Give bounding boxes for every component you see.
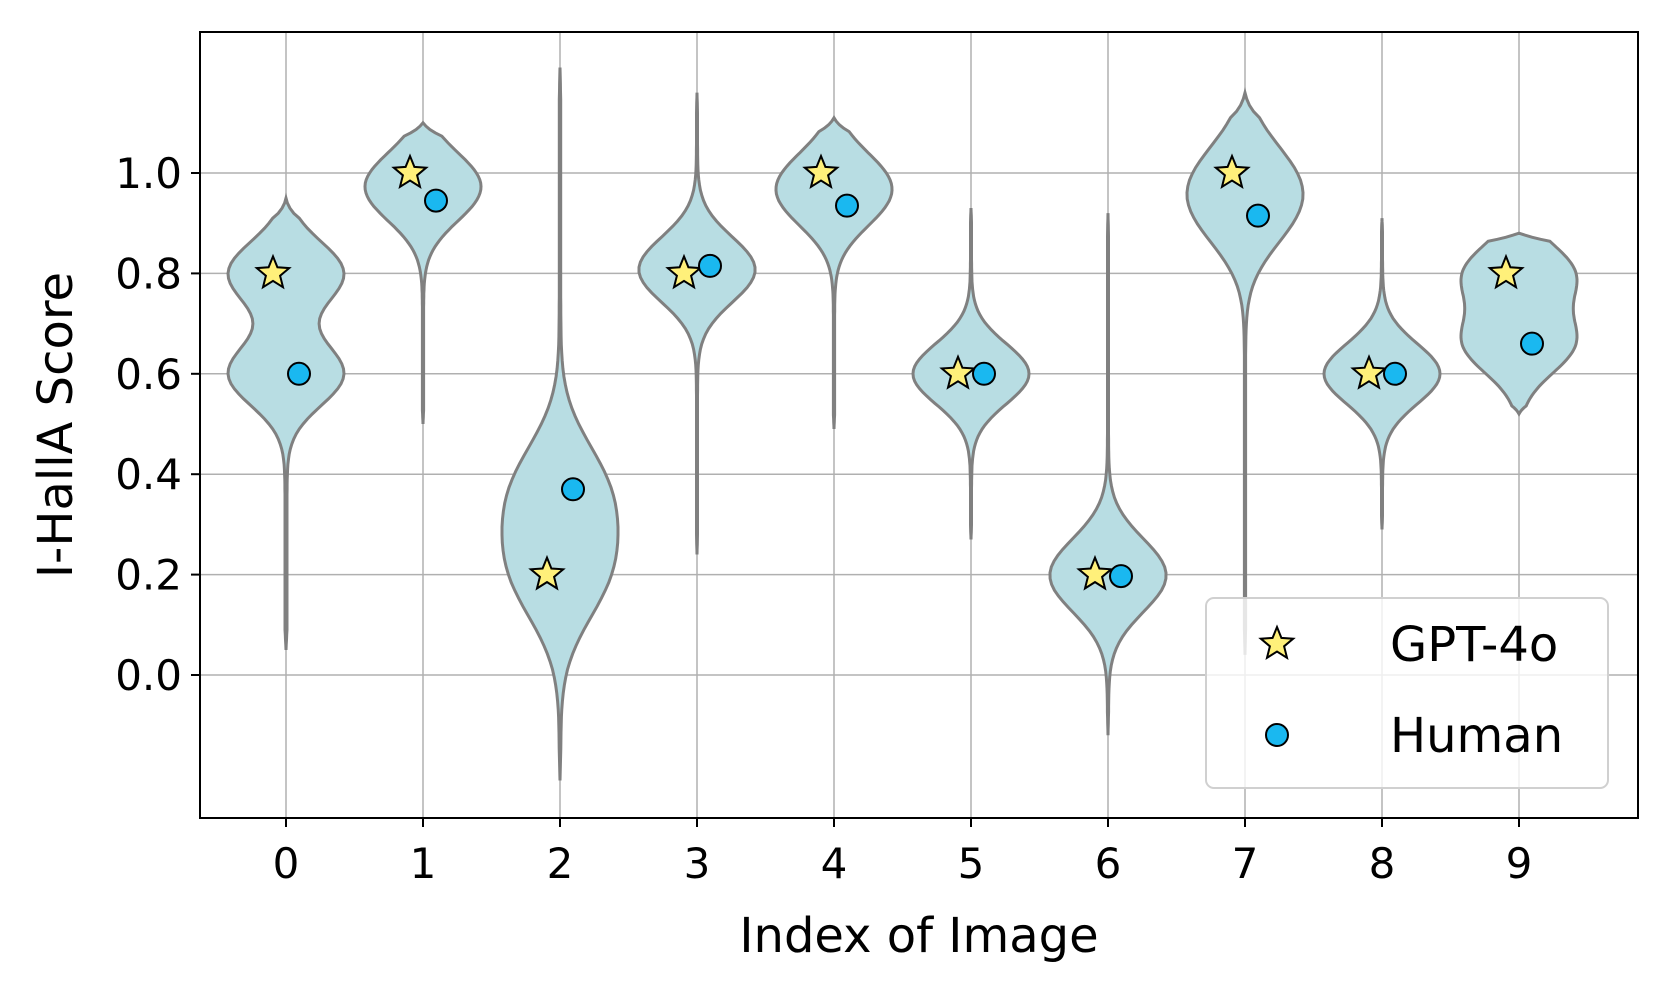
legend: GPT-4o Human — [1205, 597, 1609, 789]
violin-8 — [1322, 218, 1442, 530]
human-marker — [1383, 361, 1407, 386]
x-tick-label: 0 — [273, 839, 300, 888]
y-axis-ticks: 0.0 0.2 0.4 0.6 0.8 1.0 — [115, 149, 200, 700]
violin-4 — [774, 115, 894, 430]
gpt-4o-marker — [254, 253, 292, 290]
gpt-4o-marker — [1076, 554, 1114, 591]
violin-7 — [1185, 87, 1305, 655]
x-tick-label: 6 — [1095, 839, 1122, 888]
legend-label-gpt-4o: GPT-4o — [1390, 617, 1558, 673]
human-marker — [835, 193, 859, 218]
x-tick-label: 9 — [1506, 839, 1533, 888]
gpt-4o-marker — [1350, 354, 1388, 390]
x-tick-label: 1 — [410, 839, 437, 888]
x-axis-ticks: 0 1 2 3 4 5 6 7 8 9 — [273, 818, 1533, 888]
violin-5 — [911, 208, 1031, 540]
y-tick-label: 0.0 — [115, 651, 182, 700]
gpt-4o-marker — [1487, 253, 1525, 290]
violin-2 — [500, 67, 620, 781]
y-tick-label: 0.2 — [115, 551, 182, 600]
gpt-4o-marker — [665, 253, 703, 290]
human-marker — [287, 361, 311, 386]
y-axis-label: I-HallA Score — [28, 272, 84, 578]
legend-circle-icon — [1265, 723, 1289, 747]
legend-label-human: Human — [1390, 708, 1563, 764]
x-tick-label: 4 — [821, 839, 848, 888]
x-tick-label: 5 — [958, 839, 985, 888]
legend-star-icon — [1258, 624, 1296, 660]
plot-frame — [199, 31, 1639, 819]
violins — [226, 67, 1579, 781]
human-marker — [972, 361, 996, 386]
human-marker — [1246, 203, 1270, 228]
x-tick-label: 7 — [1232, 839, 1259, 888]
x-tick-label: 2 — [547, 839, 574, 888]
legend-box — [1205, 597, 1609, 789]
human-marker — [698, 253, 722, 278]
human-marker — [1520, 331, 1544, 356]
x-tick-label: 3 — [684, 839, 711, 888]
gpt-4o-marker — [1213, 153, 1251, 189]
human-marker — [1109, 564, 1133, 589]
gpt-4o-marker — [391, 153, 429, 189]
markers — [254, 153, 1544, 591]
y-tick-label: 0.4 — [115, 450, 182, 499]
gpt-4o-marker — [939, 354, 977, 390]
gpt-4o-marker — [802, 153, 840, 189]
human-marker — [424, 188, 448, 213]
y-tick-label: 0.8 — [115, 249, 182, 298]
gpt-4o-marker — [528, 554, 566, 591]
x-tick-label: 8 — [1369, 839, 1396, 888]
violin-1 — [363, 120, 483, 425]
violin-6 — [1048, 213, 1168, 736]
violin-0 — [226, 192, 346, 650]
violin-9 — [1459, 231, 1579, 417]
y-tick-label: 0.6 — [115, 350, 182, 399]
violin-3 — [637, 92, 757, 555]
y-tick-label: 1.0 — [115, 149, 182, 198]
human-marker — [561, 477, 585, 502]
x-axis-label: Index of Image — [739, 908, 1098, 964]
